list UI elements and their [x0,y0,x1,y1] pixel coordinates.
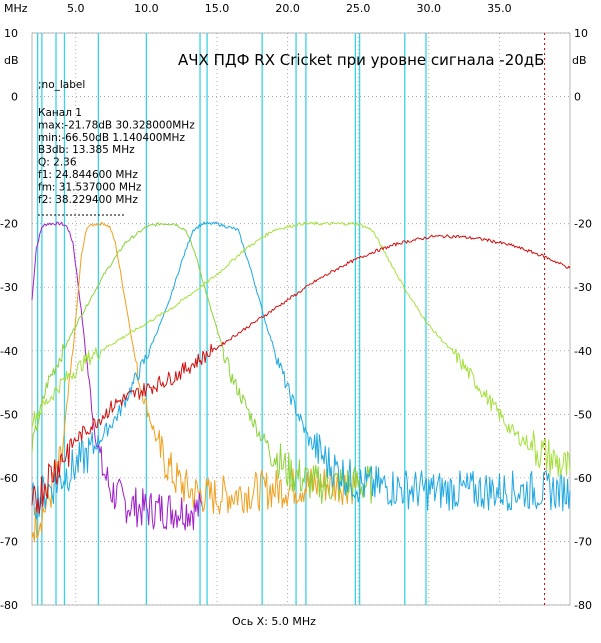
x-tick-label-0: 5.0 [67,2,85,15]
y-tick-label-right-1: 0 [574,91,581,104]
y-tick-label-right-4: -40 [574,345,592,358]
series-line-2 [31,222,373,505]
axis-labels: 5.0 10.0 15.0 20.0 25.0 30.0 35.0 10 10 0 0 -20 -20 -… [0,2,592,612]
info-line-0: Канал 1 [38,107,82,119]
x-tick-label-1: 10.0 [134,2,159,15]
series-line-1 [31,221,359,543]
frequency-markers [36,33,546,605]
y-tick-label-right-3: -30 [574,281,592,294]
y-tick-label-right-0: 10 [574,27,588,40]
chart-title: АЧХ ПДФ RX Cricket при уровне сигнала -2… [178,51,544,69]
x-unit-label: MHz [4,2,28,15]
series-layer [31,221,571,543]
x-tick-label-4: 25.0 [346,2,371,15]
y-unit-left-label: dB [4,54,19,67]
x-axis-label: Ось X: 5.0 MHz [232,615,316,628]
y-tick-label-left-3: -30 [0,281,18,294]
x-tick-label-5: 30.0 [417,2,442,15]
y-tick-label-left-1: 0 [11,91,18,104]
x-tick-label-6: 35.0 [487,2,512,15]
y-tick-label-right-6: -60 [574,472,592,485]
info-line-7: f2: 38.229400 MHz [38,194,138,206]
y-tick-label-right-8: -80 [574,599,592,612]
series-line-5 [31,234,571,515]
y-tick-label-left-0: 10 [4,27,18,40]
info-line-1: max:-21.78dB 30.328000MHz [38,119,195,131]
y-tick-label-right-7: -70 [574,535,592,548]
y-tick-label-left-5: -50 [0,408,18,421]
y-tick-label-right-5: -50 [574,408,592,421]
series-line-4 [31,221,571,477]
y-tick-label-left-6: -60 [0,472,18,485]
y-tick-label-left-8: -80 [0,599,18,612]
info-line-6: fm: 31.537000 MHz [38,181,142,193]
series-line-0 [31,221,204,531]
y-tick-label-left-2: -20 [0,218,18,231]
info-line-4: Q: 2.36 [38,157,77,169]
y-tick-label-left-4: -40 [0,345,18,358]
info-line-2: min:-66.50dB 1.140400MHz [38,132,185,144]
x-tick-label-2: 15.0 [205,2,230,15]
info-line-3: B3db: 13.385 MHz [38,144,135,156]
chart-grid [31,32,571,606]
info-no-label: ;no_label [38,79,85,91]
y-tick-label-left-7: -70 [0,535,18,548]
series-line-3 [31,221,571,520]
x-tick-label-3: 20.0 [275,2,300,15]
y-tick-label-right-2: -20 [574,218,592,231]
y-unit-right-label: dB [572,54,587,67]
info-line-5: f1: 24.844600 MHz [38,169,138,181]
